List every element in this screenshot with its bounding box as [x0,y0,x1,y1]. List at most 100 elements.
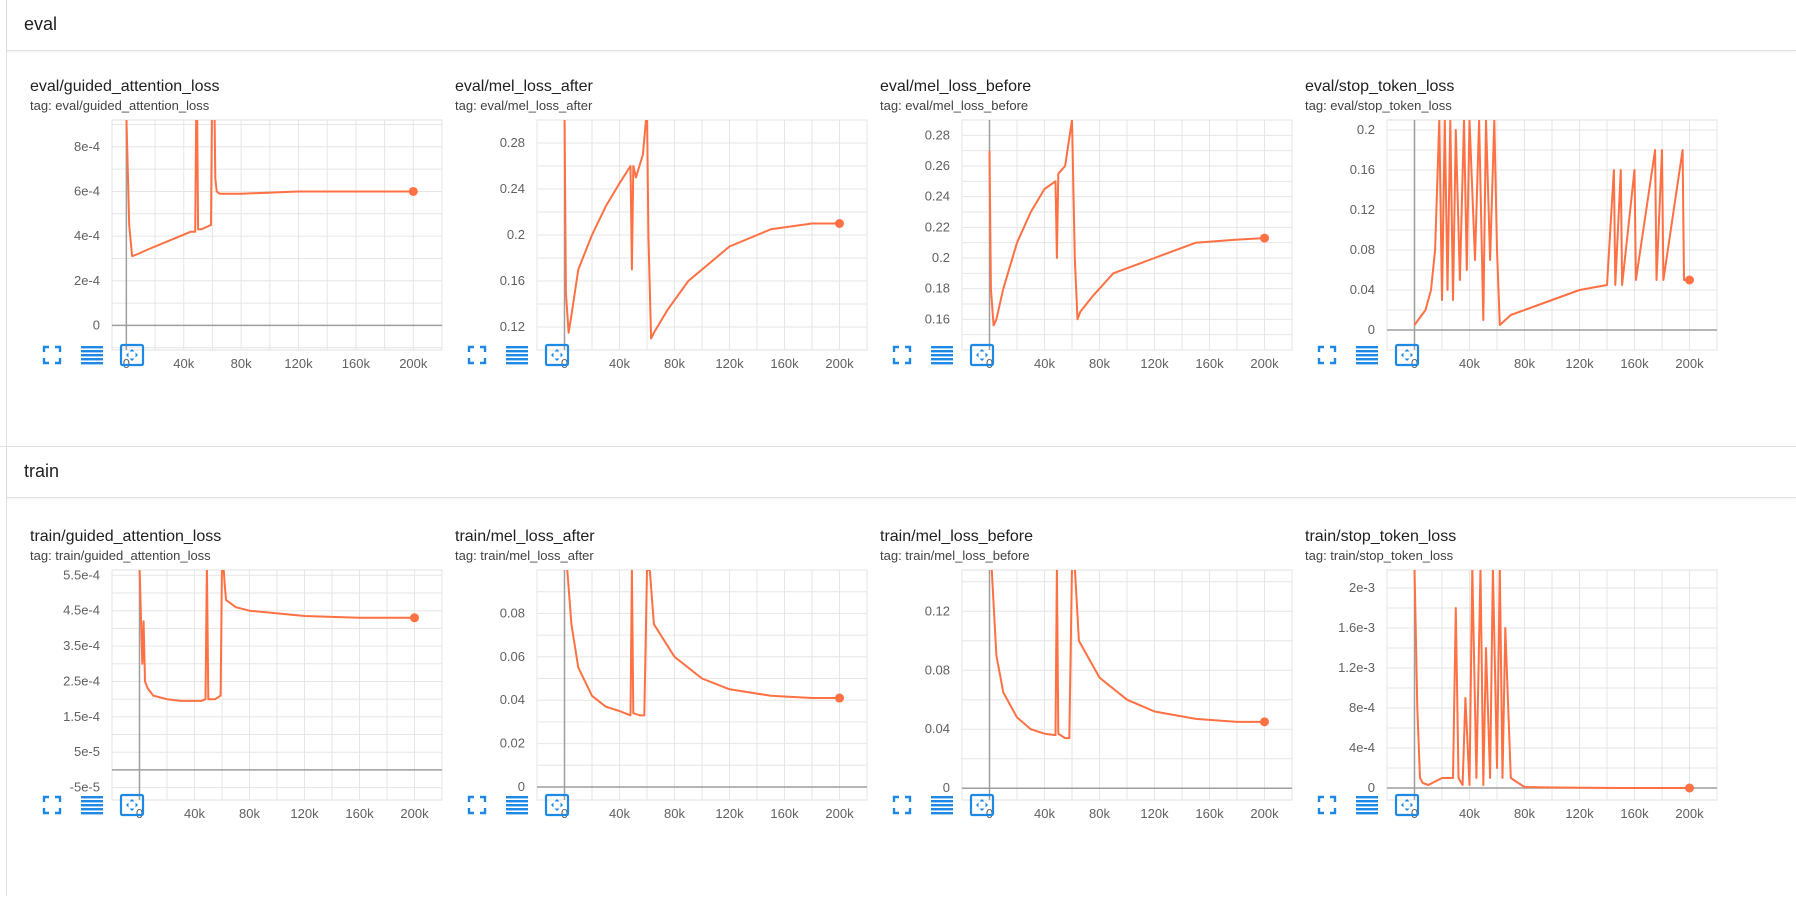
x-tick-label: 120k [1140,356,1169,371]
fullscreen-button[interactable] [463,341,491,369]
line-chart[interactable]: 0 40k 80k 120k 160k 200k 0 0.04 0.08 0.12 [880,569,1300,834]
y-tick-label: 3.5e-4 [63,638,100,653]
chart-tag: tag: train/guided_attention_loss [30,548,211,563]
x-tick-label: 160k [1620,356,1649,371]
y-tick-label: 0.04 [500,692,525,707]
fullscreen-button[interactable] [1313,791,1341,819]
line-chart[interactable]: 0 40k 80k 120k 160k 200k 0 0.02 0.04 0.06 0.08 [455,569,875,834]
x-tick-label: 160k [1195,806,1224,821]
data-table-icon [931,796,953,815]
y-tick-label: 0.08 [1350,242,1375,257]
x-tick-label: 200k [1675,806,1704,821]
section-header[interactable]: eval [7,0,1796,51]
fit-domain-button[interactable] [968,791,996,819]
x-tick-label: 0 [123,356,130,371]
data-table-button[interactable] [928,791,956,819]
fullscreen-icon [1317,345,1337,365]
x-tick-label: 80k [664,806,685,821]
section-title: eval [24,14,58,34]
x-tick-label: 40k [1034,356,1055,371]
y-tick-label: 0.16 [925,311,950,326]
data-table-button[interactable] [1353,341,1381,369]
y-tick-label: 4e-4 [1349,740,1375,755]
x-tick-label: 160k [345,806,374,821]
chart-tag: tag: eval/stop_token_loss [1305,98,1452,113]
data-table-button[interactable] [928,341,956,369]
line-chart[interactable]: 0 40k 80k 120k 160k 200k 0 2e-4 4e-4 6e-4 8e-4 [30,119,450,384]
fullscreen-icon [467,795,487,815]
last-point-marker [1685,783,1694,793]
last-point-marker [410,613,419,623]
plot-area [111,119,443,351]
x-tick-label: 0 [986,806,993,821]
fit-domain-button[interactable] [1393,791,1421,819]
data-table-icon [931,346,953,365]
y-tick-label: 0.26 [925,158,950,173]
x-tick-label: 120k [284,356,313,371]
x-tick-label: 200k [1250,806,1279,821]
fit-domain-button[interactable] [968,341,996,369]
data-table-button[interactable] [503,341,531,369]
fullscreen-button[interactable] [38,791,66,819]
chart-title: eval/mel_loss_before [880,78,1032,95]
x-tick-label: 200k [1250,356,1279,371]
fit-domain-button[interactable] [118,791,146,819]
chart-title: train/guided_attention_loss [30,528,222,545]
fit-domain-button[interactable] [543,341,571,369]
x-tick-label: 80k [1089,806,1110,821]
fullscreen-icon [42,795,62,815]
fullscreen-button[interactable] [888,791,916,819]
data-table-button[interactable] [1353,791,1381,819]
data-table-button[interactable] [78,341,106,369]
y-tick-label: 2.5e-4 [63,673,100,688]
fullscreen-button[interactable] [463,791,491,819]
series-line [125,120,414,258]
fullscreen-button[interactable] [888,341,916,369]
y-tick-label: 0.02 [500,736,525,751]
chart-tag: tag: eval/mel_loss_before [880,98,1029,113]
x-tick-label: 160k [770,356,799,371]
x-tick-label: 160k [1195,356,1224,371]
line-chart[interactable]: 0 40k 80k 120k 160k 200k 0.12 0.16 0.2 0.24 0.28 [455,119,875,384]
line-chart[interactable]: 0 40k 80k 120k 160k 200k 0 4e-4 8e-4 1.2e-3 1.6e-3… [1305,569,1725,834]
fit-domain-icon [544,343,570,367]
fit-domain-button[interactable] [1393,341,1421,369]
data-table-button[interactable] [503,791,531,819]
fit-domain-button[interactable] [118,341,146,369]
line-chart[interactable]: 0 40k 80k 120k 160k 200k -5e-5 5e-5 1.5e-4 2.5e-4… [30,567,450,834]
x-tick-label: 200k [399,356,428,371]
line-chart[interactable]: 0 40k 80k 120k 160k 200k 0 0.04 0.08 0.12 0.16 0.2 [1305,119,1725,384]
fullscreen-button[interactable] [1313,341,1341,369]
series-line [1413,570,1690,789]
chart-title: train/stop_token_loss [1305,528,1457,545]
chart-card: eval/mel_loss_before tag: eval/mel_loss_b… [880,78,1300,458]
y-tick-label: 0 [93,317,100,332]
fullscreen-button[interactable] [38,341,66,369]
y-tick-label: 0.08 [500,605,525,620]
chart-tag: tag: eval/guided_attention_loss [30,98,210,113]
chart-card: eval/mel_loss_after tag: eval/mel_loss_af… [455,78,875,458]
y-tick-label: 0.12 [1350,202,1375,217]
chart-tag: tag: train/mel_loss_after [455,548,594,563]
fit-domain-icon [1394,793,1420,817]
section-header[interactable]: train [7,447,1796,498]
y-tick-label: 0.12 [500,319,525,334]
line-chart[interactable]: 0 40k 80k 120k 160k 200k 0.16 0.18 0.2 0.22 0.24 0.… [880,119,1300,384]
x-tick-label: 40k [1459,806,1480,821]
series-line [138,570,415,702]
chart-card: train/guided_attention_loss tag: train/gu… [30,528,450,908]
y-tick-label: 0.28 [925,127,950,142]
series-line [1413,120,1690,326]
last-point-marker [835,219,844,228]
fit-domain-button[interactable] [543,791,571,819]
y-tick-label: 0.04 [1350,282,1375,297]
y-tick-label: 1.6e-3 [1338,620,1375,635]
y-tick-label: 0.16 [500,273,525,288]
fit-domain-icon [119,343,145,367]
x-tick-label: 120k [715,356,744,371]
chart-card: train/stop_token_loss tag: train/stop_tok… [1305,528,1725,908]
y-tick-label: 0.28 [500,135,525,150]
chart-title: train/mel_loss_before [880,528,1033,545]
last-point-marker [1260,233,1269,243]
data-table-button[interactable] [78,791,106,819]
